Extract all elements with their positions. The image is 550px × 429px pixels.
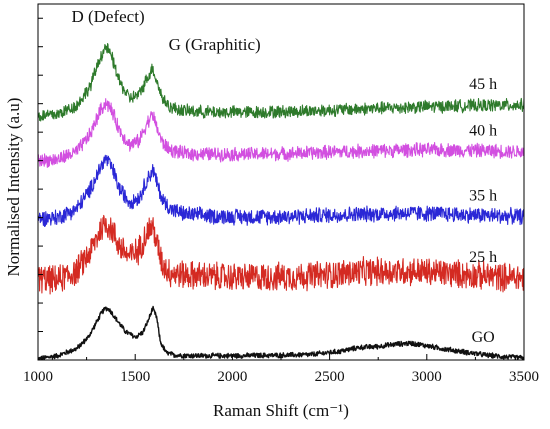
series-line-45-h <box>38 43 524 122</box>
annotation-g-graphitic: G (Graphitic) <box>169 35 261 54</box>
axes-group: 1000 1500 2000 2500 3000 3500 <box>23 3 539 385</box>
x-tick-label-3500: 3500 <box>509 369 539 385</box>
spectra-group <box>38 43 524 360</box>
series-line-40-h <box>38 98 524 168</box>
series-line-25-h <box>38 214 524 295</box>
series-label-45-h: 45 h <box>469 76 497 93</box>
y-axis-title: Normalised Intensity (a.u) <box>4 98 23 277</box>
x-tick-label-1000: 1000 <box>23 369 53 385</box>
annotation-d-defect: D (Defect) <box>71 7 144 26</box>
series-line-go <box>38 305 524 360</box>
x-axis-title: Raman Shift (cm⁻¹) <box>213 401 349 420</box>
series-label-25-h: 25 h <box>469 249 497 266</box>
labels-group: GO 25 h 35 h 40 h 45 h D (Defect) G (Graphitic… <box>71 7 497 346</box>
series-label-35-h: 35 h <box>469 188 497 205</box>
series-label-go: GO <box>472 329 495 346</box>
series-line-35-h <box>38 154 524 228</box>
x-tick-label-1500: 1500 <box>120 369 150 385</box>
x-tick-label-2500: 2500 <box>315 369 345 385</box>
plot-frame <box>37 3 525 361</box>
series-label-40-h: 40 h <box>469 123 497 140</box>
x-tick-label-3000: 3000 <box>412 369 442 385</box>
x-tick-label-2000: 2000 <box>217 369 247 385</box>
